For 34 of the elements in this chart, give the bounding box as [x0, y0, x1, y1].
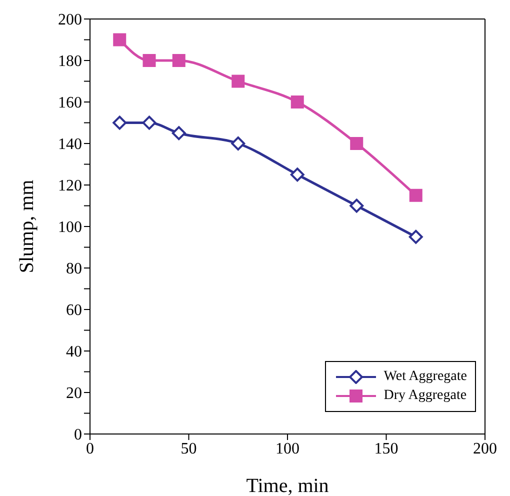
x-tick-label: 100: [276, 440, 300, 458]
point: [172, 126, 186, 140]
x-tick-label: 0: [86, 440, 94, 458]
y-axis-title: Slump, mm: [16, 179, 38, 274]
y-tick-label: 20: [66, 385, 82, 402]
point: [290, 96, 304, 108]
y-tick-label: 100: [58, 219, 82, 236]
point: [408, 230, 423, 244]
point: [232, 74, 245, 88]
x-axis-title: Time, min: [246, 475, 329, 496]
point: [350, 137, 364, 150]
y-tick-label: 120: [58, 178, 82, 195]
legend-label: Wet Aggregate: [384, 369, 467, 385]
x-tick-label: 50: [180, 440, 197, 458]
y-tick-label: 140: [58, 136, 82, 154]
point: [142, 54, 156, 67]
y-tick-label: 60: [66, 302, 82, 320]
x-tick-label: 200: [473, 440, 497, 458]
y-tick-label: 160: [58, 94, 82, 112]
point: [350, 198, 364, 213]
x-tick-label: 150: [374, 440, 398, 458]
point: [231, 136, 246, 150]
point: [142, 116, 156, 130]
y-tick-label: 200: [58, 12, 82, 29]
y-tick-label: 80: [66, 260, 82, 278]
point: [113, 33, 126, 46]
point: [409, 188, 422, 202]
point: [172, 54, 186, 67]
point: [290, 168, 304, 182]
point: [112, 116, 127, 130]
y-tick-label: 0: [74, 426, 82, 444]
legend-label: Dry Aggregate: [384, 388, 467, 404]
y-tick-label: 40: [66, 344, 82, 361]
y-tick-label: 180: [58, 53, 82, 70]
